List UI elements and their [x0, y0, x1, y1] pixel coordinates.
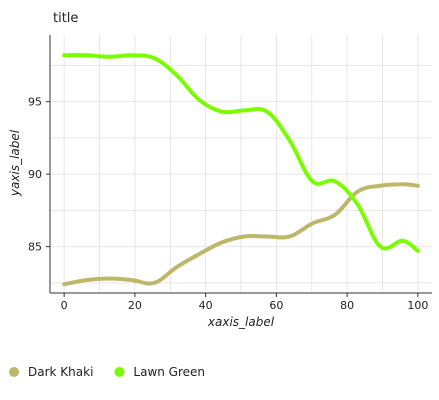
x-tick-label: 80: [340, 299, 354, 312]
grid-lines: [50, 35, 432, 293]
x-tick-label: 60: [269, 299, 283, 312]
legend-swatch-lawn-green: [114, 367, 125, 377]
series-layer: [62, 53, 420, 287]
legend-label-dark-khaki: Dark Khaki: [28, 365, 93, 379]
x-tick-label: 0: [61, 299, 68, 312]
y-tick-label: 90: [28, 168, 42, 181]
y-tick-label: 95: [28, 96, 42, 109]
x-axis-label: xaxis_label: [207, 315, 275, 329]
legend-label-lawn-green: Lawn Green: [133, 365, 205, 379]
series-line-lawn-green: [62, 53, 420, 253]
x-tick-label: 40: [199, 299, 213, 312]
y-tick-label: 85: [28, 241, 42, 254]
legend: Dark Khaki Lawn Green: [9, 365, 205, 379]
series-line-dark-khaki: [62, 182, 420, 287]
chart-title: title: [53, 11, 78, 26]
axis-ticks: 0 20 40 60 80 100 85 90 95: [28, 35, 432, 312]
x-tick-label: 20: [128, 299, 142, 312]
legend-swatch-dark-khaki: [9, 367, 19, 377]
y-axis-label: yaxis_label: [8, 129, 22, 197]
x-tick-label: 100: [407, 299, 428, 312]
